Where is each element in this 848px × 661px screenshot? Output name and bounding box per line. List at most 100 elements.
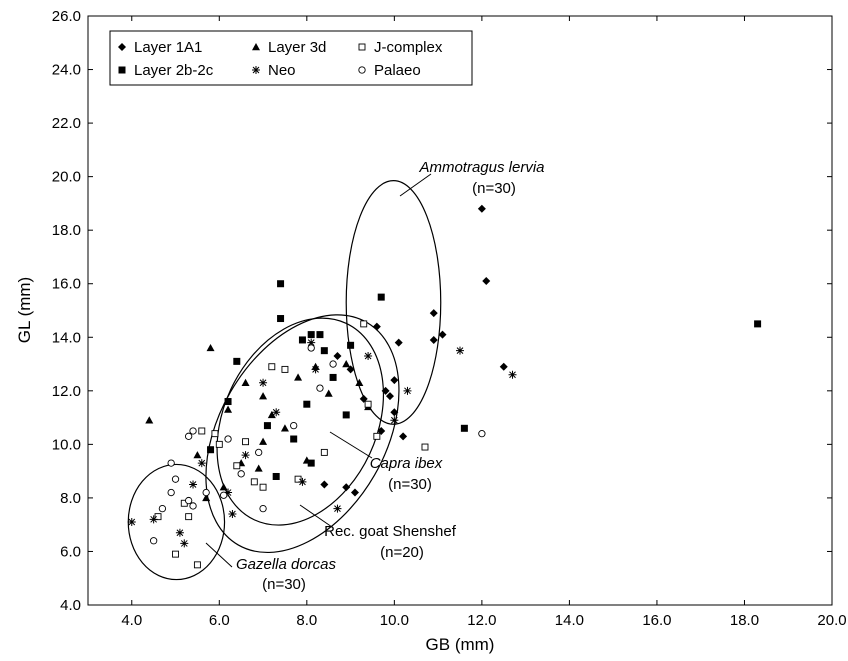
legend-marker-layer-3d: [252, 43, 260, 51]
point-layer-3d: [294, 373, 303, 381]
point-j-complex: [281, 365, 289, 373]
point-palaeo: [167, 488, 175, 497]
point-neo: [259, 378, 268, 387]
point-neo: [180, 539, 189, 548]
point-neo: [127, 518, 136, 527]
point-layer-1a1: [394, 338, 403, 347]
point-palaeo: [237, 470, 245, 478]
x-tick-label: 18.0: [730, 612, 759, 629]
point-layer-1a1: [438, 330, 447, 339]
point-layer-2b-2c: [224, 398, 232, 406]
x-axis-ticks: 4.0 6.0 8.0 10.0 12.0 14.0 16.0 18.0 20.0: [121, 16, 847, 629]
y-tick-label: 20.0: [52, 169, 81, 186]
point-layer-2b-2c: [754, 320, 762, 328]
point-palaeo: [307, 344, 315, 352]
point-layer-2b-2c: [272, 472, 280, 480]
point-layer-2b-2c: [263, 422, 271, 430]
point-palaeo: [202, 488, 210, 497]
point-layer-3d: [355, 378, 364, 386]
x-axis-title: GB (mm): [426, 635, 495, 654]
point-palaeo: [158, 504, 167, 513]
legend-label-layer-1a1: Layer 1A1: [134, 39, 202, 56]
y-tick-label: 16.0: [52, 276, 81, 293]
point-layer-3d: [259, 437, 268, 445]
point-layer-2b-2c: [298, 336, 306, 344]
point-neo: [508, 370, 517, 379]
point-layer-3d: [259, 392, 268, 400]
point-palaeo: [478, 430, 486, 438]
y-tick-label: 8.0: [60, 490, 81, 507]
point-palaeo: [185, 432, 193, 440]
point-neo: [298, 477, 307, 486]
point-palaeo: [167, 459, 175, 467]
point-palaeo: [255, 448, 263, 457]
point-layer-3d: [206, 343, 215, 352]
point-palaeo: [316, 384, 324, 392]
point-layer-2b-2c: [377, 293, 385, 301]
point-neo: [390, 416, 399, 425]
annotation-capra-leader: [329, 431, 373, 459]
point-neo: [189, 480, 198, 489]
annotation-ammotragus-leader: [399, 173, 432, 197]
point-layer-1a1: [390, 408, 399, 417]
point-layer-1a1: [320, 480, 329, 489]
point-layer-2b-2c: [460, 424, 468, 432]
point-j-complex: [215, 440, 223, 448]
point-neo: [307, 338, 316, 347]
point-layer-2b-2c: [329, 373, 337, 381]
y-tick-label: 6.0: [60, 543, 81, 560]
y-tick-label: 10.0: [52, 436, 81, 453]
point-neo: [364, 352, 373, 361]
point-layer-3d: [267, 410, 276, 419]
point-j-complex: [193, 561, 201, 569]
point-layer-1a1: [482, 277, 491, 286]
y-tick-label: 14.0: [52, 329, 81, 346]
point-layer-1a1: [499, 362, 508, 371]
y-axis-title: GL (mm): [15, 277, 34, 343]
point-neo: [403, 386, 412, 395]
legend-label-palaeo: Palaeo: [374, 62, 421, 79]
annotation-gazella-n: (n=30): [262, 576, 306, 593]
point-layer-1a1: [333, 352, 342, 361]
point-layer-3d: [342, 360, 351, 368]
point-j-complex: [242, 438, 250, 446]
legend-marker-layer-1a1: [118, 43, 126, 51]
point-layer-2b-2c: [347, 341, 355, 349]
point-layer-2b-2c: [233, 357, 241, 365]
x-tick-label: 20.0: [817, 612, 846, 629]
point-j-complex: [320, 448, 328, 456]
point-layer-2b-2c: [290, 435, 298, 443]
point-j-complex: [268, 363, 276, 371]
y-tick-label: 24.0: [52, 62, 81, 79]
point-layer-2b-2c: [277, 280, 285, 288]
annotation-gazella-label: Gazella dorcas: [236, 556, 337, 573]
x-tick-label: 12.0: [467, 612, 496, 629]
point-layer-3d: [193, 451, 202, 459]
point-layer-3d: [280, 424, 289, 432]
x-tick-label: 10.0: [380, 612, 409, 629]
point-neo: [175, 528, 184, 537]
point-layer-1a1: [429, 335, 438, 344]
point-layer-2b-2c: [277, 315, 285, 323]
point-neo: [197, 459, 206, 468]
point-layer-1a1: [372, 322, 381, 331]
annotation-capra-label: Capra ibex: [370, 455, 443, 472]
legend-marker-palaeo: [358, 66, 366, 74]
point-j-complex: [294, 475, 302, 483]
point-j-complex: [373, 432, 381, 440]
point-layer-2b-2c: [316, 331, 324, 339]
point-layer-2b-2c: [207, 446, 215, 454]
point-palaeo: [259, 504, 267, 513]
point-j-complex: [250, 478, 258, 486]
point-layer-2b-2c: [307, 331, 315, 339]
point-palaeo: [290, 421, 298, 430]
point-layer-2b-2c: [307, 459, 315, 467]
point-layer-1a1: [429, 309, 438, 318]
legend-label-layer-3d: Layer 3d: [268, 39, 326, 56]
point-j-complex: [198, 427, 206, 435]
point-layer-3d: [145, 416, 154, 424]
annotation-shenshef-leader: [299, 504, 333, 528]
annotation-capra-n: (n=30): [388, 476, 432, 493]
annotation-ammotragus-label: Ammotragus lervia: [418, 159, 544, 176]
legend: Layer 1A1 Layer 3d J-complex Layer 2b-2c…: [109, 30, 473, 86]
